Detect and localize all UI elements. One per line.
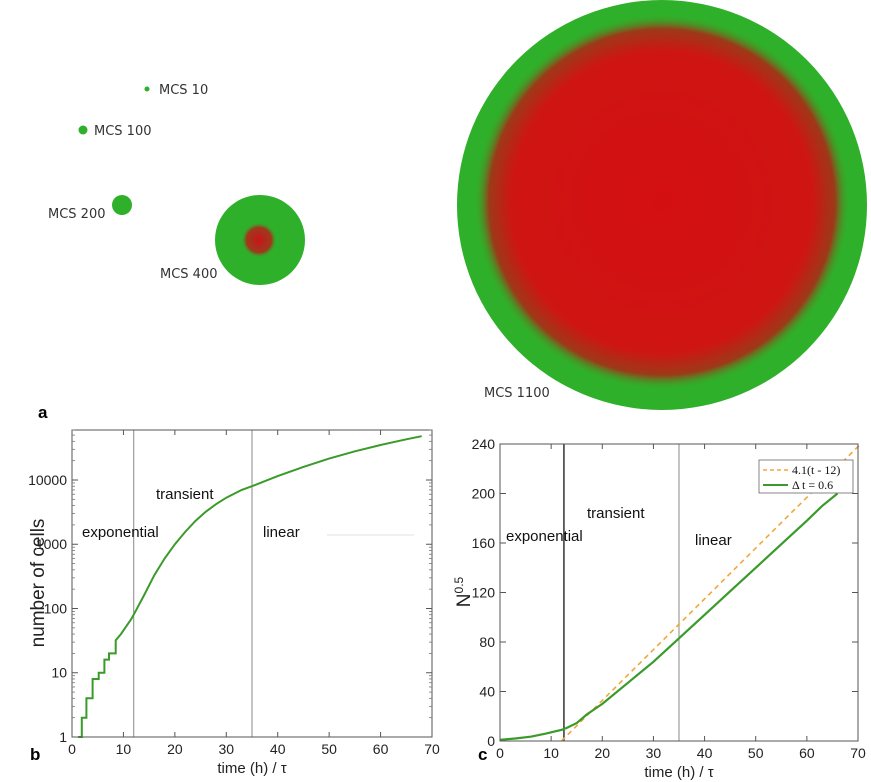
panel-b-annotation-exponential: exponential <box>82 524 159 541</box>
mcs-10-label: MCS 10 <box>159 83 208 98</box>
panel-b-x-tick-label-4: 40 <box>270 741 286 757</box>
panel-c-x-tick-labels: 0 10 20 30 40 50 60 70 <box>496 745 866 761</box>
panel-c-y-tick-labels: 0 40 80 120 160 200 240 <box>472 436 496 749</box>
panel-c-annotation-linear: linear <box>695 532 732 549</box>
panel-c-y-tick-label-5: 200 <box>472 486 496 502</box>
panel-b-y-tick-label-4: 10000 <box>28 472 67 488</box>
snapshot-mcs-100: MCS 100 <box>78 124 152 139</box>
legend-label-fit: 4.1(t - 12) <box>792 463 840 477</box>
panel-b-letter: b <box>30 745 40 764</box>
panel-b-x-axis-label: time (h) / τ <box>217 760 286 777</box>
panel-b-annotation-linear: linear <box>263 524 300 541</box>
panel-c-legend-box <box>758 459 854 494</box>
panel-c-x-tick-label-6: 60 <box>799 745 815 761</box>
mcs-100-label: MCS 100 <box>94 124 152 139</box>
panel-b-x-tick-label-5: 50 <box>321 741 337 757</box>
panel-c-x-tick-label-1: 10 <box>543 745 559 761</box>
panel-c-plot-lines <box>499 443 862 742</box>
panel-c-x-axis-label: time (h) / τ <box>644 764 713 781</box>
panel-c-y-tick-label-3: 120 <box>472 585 496 601</box>
snapshot-mcs-400: MCS 400 <box>160 195 305 285</box>
panel-b-y-tick-label-2: 100 <box>44 600 68 616</box>
panel-c-annotation-exponential: exponential <box>506 528 583 545</box>
panel-c-y-tick-label-4: 160 <box>472 535 496 551</box>
panel-c-ticks <box>499 443 859 742</box>
panel-b-series-line-0 <box>78 435 422 738</box>
panel-c-y-axis-label-exponent: 0.5 <box>452 576 466 593</box>
panel-b-x-tick-label-1: 10 <box>116 741 132 757</box>
panel-b-x-tick-label-0: 0 <box>68 741 76 757</box>
panel-b-x-tick-labels: 0 10 20 30 40 50 60 70 <box>68 741 440 757</box>
panel-c-x-tick-label-0: 0 <box>496 745 504 761</box>
panel-c-y-axis-label-base: N <box>454 593 475 607</box>
panel-b-ticks <box>71 429 433 738</box>
panel-c-x-tick-label-2: 20 <box>594 745 610 761</box>
panel-b-frame <box>71 429 433 738</box>
panel-c-letter: c <box>478 745 487 764</box>
panel-c-y-tick-label-6: 240 <box>472 436 496 452</box>
legend-label-sim: Δ t = 0.6 <box>792 478 833 492</box>
panel-b-x-tick-label-2: 20 <box>167 741 183 757</box>
mcs-200-label: MCS 200 <box>48 207 106 222</box>
panel-c-y-tick-label-2: 80 <box>479 634 495 650</box>
panel-a: MCS 10 MCS 100 MCS 200 MCS 400 MCS 1100 … <box>38 0 867 422</box>
panel-b-y-tick-label-0: 1 <box>59 729 67 745</box>
panel-c-legend: 4.1(t - 12) Δ t = 0.6 <box>758 459 854 494</box>
panel-a-letter: a <box>38 403 48 422</box>
panel-b-x-tick-label-7: 70 <box>424 741 440 757</box>
snapshot-mcs-10: MCS 10 <box>144 83 208 98</box>
panel-b-y-tick-label-1: 10 <box>51 665 67 681</box>
panel-c-series-line-1 <box>499 492 839 741</box>
snapshot-mcs-200: MCS 200 <box>48 195 132 222</box>
panel-b-x-tick-label-6: 60 <box>373 741 389 757</box>
mcs-1100-label: MCS 1100 <box>484 386 550 401</box>
panel-c-x-tick-label-7: 70 <box>850 745 866 761</box>
mcs-400-label: MCS 400 <box>160 267 218 282</box>
panel-b: 0 10 20 30 40 50 60 70 1 10 100 1000 10000 exponent… <box>28 429 440 777</box>
panel-c-series-line-0 <box>560 443 862 742</box>
panel-c-y-tick-label-1: 40 <box>479 684 495 700</box>
panel-c-y-tick-label-0: 0 <box>487 733 495 749</box>
panel-b-plot-lines <box>78 435 422 738</box>
panel-c-x-tick-label-3: 30 <box>646 745 662 761</box>
panel-b-x-tick-label-3: 30 <box>218 741 234 757</box>
panel-b-y-tick-labels: 1 10 100 1000 10000 <box>28 472 67 745</box>
panel-b-y-tick-label-3: 1000 <box>36 536 67 552</box>
panel-c-phase-lines <box>563 444 680 741</box>
panel-c-x-tick-label-5: 50 <box>748 745 764 761</box>
panel-b-y-axis-label: number of cells <box>28 519 49 648</box>
panel-b-phase-lines <box>133 430 253 737</box>
panel-c: 0 10 20 30 40 50 60 70 0 40 80 120 160 200 240 expone… <box>452 436 866 781</box>
panel-c-y-axis-label: N0.5 <box>452 576 475 607</box>
panel-b-annotation-transient: transient <box>156 486 214 503</box>
panel-c-x-tick-label-4: 40 <box>697 745 713 761</box>
snapshot-mcs-1100: MCS 1100 <box>457 0 867 410</box>
panel-c-annotation-transient: transient <box>587 505 645 522</box>
